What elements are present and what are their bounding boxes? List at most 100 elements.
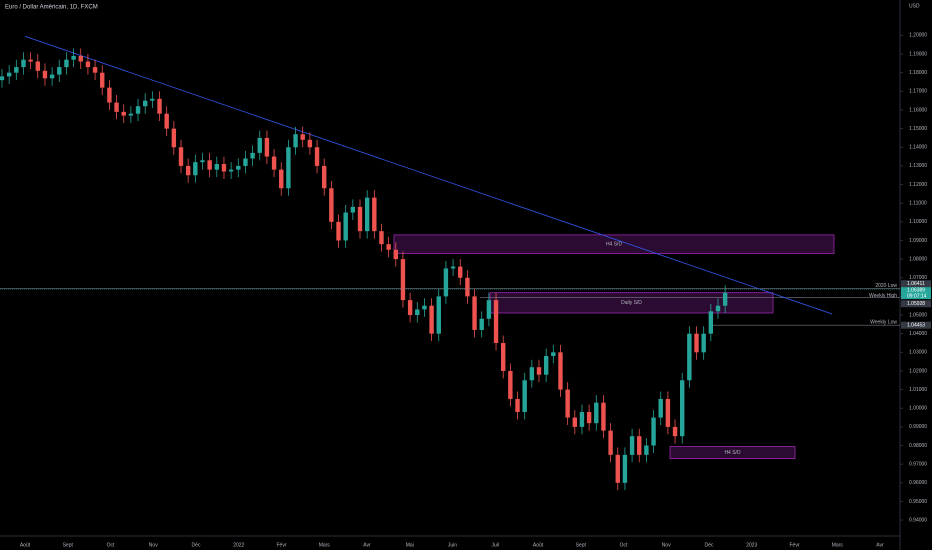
y-tick-label: 1.14000 xyxy=(909,145,927,151)
y-tick-label: 1.19000 xyxy=(909,51,927,57)
y-tick-label: 0.98000 xyxy=(909,443,927,449)
y-tick-label: 0.94000 xyxy=(909,517,927,523)
level-label: Weekly High xyxy=(869,293,897,299)
candle-body xyxy=(243,158,248,166)
candle-body xyxy=(615,454,620,483)
last-price-tag xyxy=(901,287,931,300)
candle-body xyxy=(314,147,320,166)
candle-body xyxy=(594,402,599,424)
y-tick-label: 1.07000 xyxy=(909,275,927,281)
candle-body xyxy=(479,318,484,330)
x-tick-label: Oct xyxy=(620,542,628,548)
candle-body xyxy=(85,61,91,68)
y-tick-label: 1.01000 xyxy=(909,387,927,393)
candle-body xyxy=(92,67,98,73)
candle-body xyxy=(264,137,270,157)
candle-body xyxy=(501,342,506,371)
level-label: 2020 Low xyxy=(875,283,897,289)
candle-body xyxy=(164,113,169,129)
y-tick-label: 1.02000 xyxy=(909,368,927,374)
x-tick-label: Déc xyxy=(705,542,714,548)
price-tag-label: 1.05928 xyxy=(907,301,925,307)
candle-body xyxy=(293,134,298,148)
y-tick-label: 1.12000 xyxy=(909,182,927,188)
candle-body xyxy=(536,367,542,375)
candle-body xyxy=(228,169,234,172)
x-tick-label: 2023 xyxy=(746,542,757,548)
candle-body xyxy=(250,152,255,159)
candle-body xyxy=(637,436,642,455)
candle-body xyxy=(357,206,363,232)
candle-body xyxy=(271,156,277,170)
candle-body xyxy=(257,137,262,153)
candle-body xyxy=(21,59,26,68)
candle-body xyxy=(493,300,499,343)
x-tick-label: 2022 xyxy=(233,542,244,548)
zone-label: H4 S/D xyxy=(724,450,741,456)
candle-body xyxy=(71,55,76,60)
x-tick-label: Oct xyxy=(107,542,115,548)
candle-body xyxy=(622,454,628,483)
candle-body xyxy=(185,165,191,176)
candle-body xyxy=(629,436,635,455)
y-tick-label: 0.96000 xyxy=(909,480,927,486)
y-tick-label: 0.99000 xyxy=(909,424,927,430)
candle-body xyxy=(207,160,212,170)
candle-body xyxy=(694,333,699,353)
x-tick-label: Août xyxy=(533,542,544,548)
candle-body xyxy=(100,72,105,88)
candle-body xyxy=(658,398,663,418)
candle-body xyxy=(422,305,427,310)
candle-body xyxy=(57,67,62,75)
candle-body xyxy=(128,113,134,116)
y-tick-label: 1.04000 xyxy=(909,331,927,337)
candle-body xyxy=(715,305,721,312)
candle-body xyxy=(515,398,520,412)
x-tick-label: Avr xyxy=(363,542,371,548)
candle-body xyxy=(14,67,19,73)
y-tick-label: 1.09000 xyxy=(909,238,927,244)
y-tick-label: 0.95000 xyxy=(909,499,927,505)
y-tick-label: 1.17000 xyxy=(909,89,927,95)
y-tick-label: 1.08000 xyxy=(909,256,927,262)
x-tick-label: Juil xyxy=(491,542,499,548)
candle-body xyxy=(558,352,563,390)
candle-body xyxy=(329,188,334,222)
candle-body xyxy=(508,370,513,399)
y-tick-label: 1.03000 xyxy=(909,350,927,356)
candle-body xyxy=(687,333,692,381)
candle-body xyxy=(701,333,706,353)
candle-body xyxy=(458,266,463,278)
candle-body xyxy=(608,430,613,455)
price-tag xyxy=(901,321,931,329)
candle-body xyxy=(565,389,570,418)
chart-title: Euro / Dollar Américain, 1D, FXCM xyxy=(5,5,98,11)
candle-body xyxy=(529,367,535,381)
candle-body xyxy=(364,197,370,232)
candle-body xyxy=(236,165,241,170)
trendline xyxy=(24,35,833,315)
candle-body xyxy=(450,266,456,269)
candle-body xyxy=(78,55,83,62)
candle-body xyxy=(415,309,420,316)
candle-body xyxy=(644,445,649,455)
x-tick-label: Août xyxy=(20,542,31,548)
candle-body xyxy=(665,398,671,427)
candle-body xyxy=(543,356,549,375)
candle-body xyxy=(572,417,577,427)
candle-body xyxy=(722,292,728,306)
candle-body xyxy=(400,259,406,301)
price-tag-label: 1.06411 xyxy=(907,281,925,287)
price-tag-label: 1.04453 xyxy=(907,323,925,329)
candle-body xyxy=(522,380,527,412)
candle-body xyxy=(114,102,119,112)
candle-body xyxy=(300,134,305,140)
candle-body xyxy=(307,139,313,148)
y-tick-label: 1.13000 xyxy=(909,163,927,169)
price-tag xyxy=(901,300,931,308)
candle-body xyxy=(651,417,656,446)
candle-body xyxy=(393,249,398,260)
candle-body xyxy=(472,296,477,330)
candle-body xyxy=(386,244,391,250)
candle-body xyxy=(436,296,441,334)
